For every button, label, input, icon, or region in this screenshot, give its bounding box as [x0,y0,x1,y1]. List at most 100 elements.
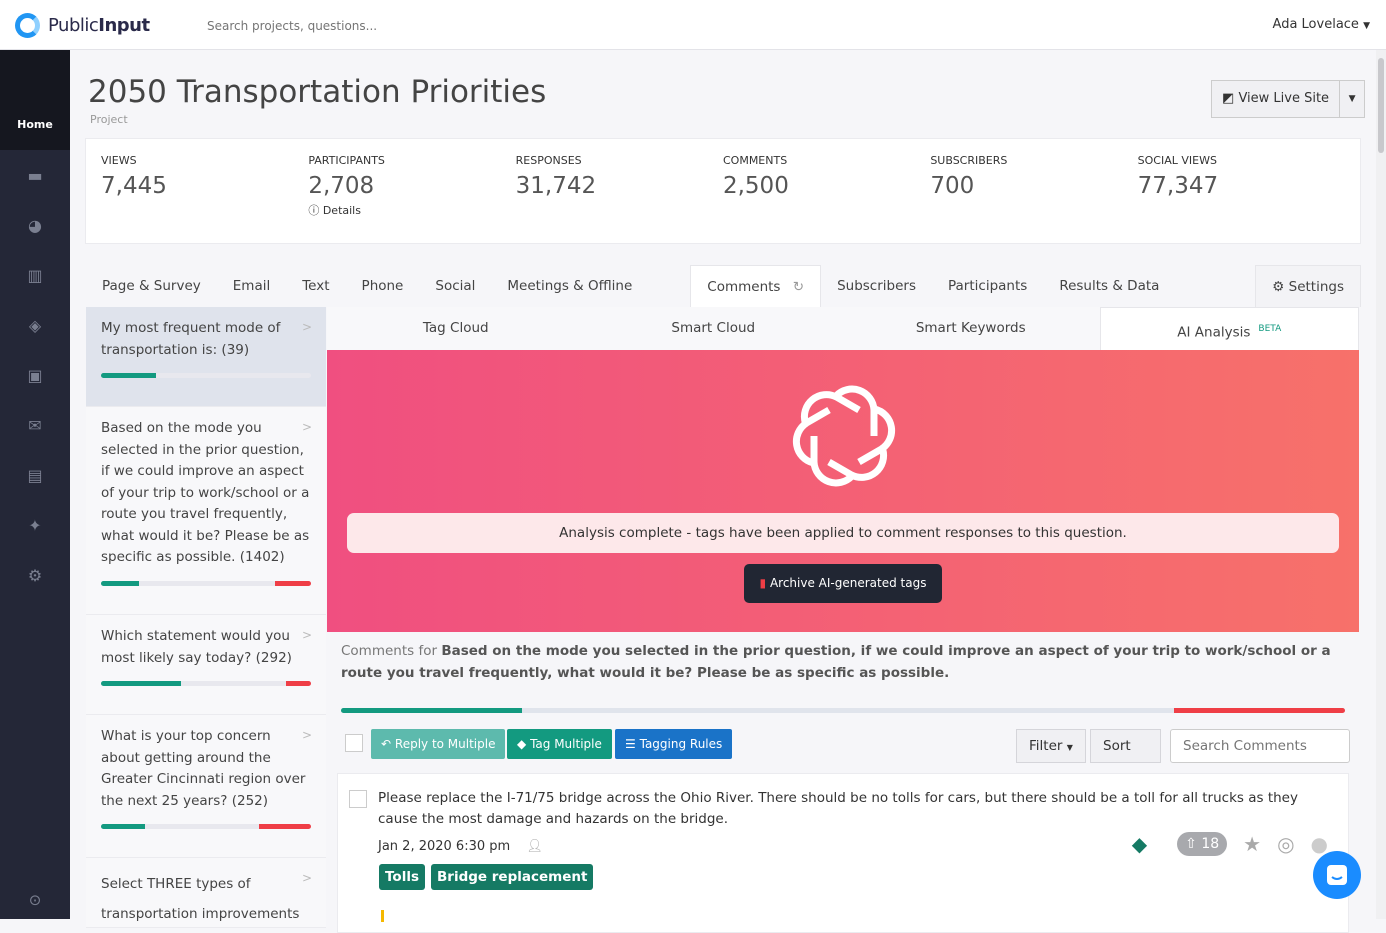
filter-dropdown[interactable]: Filter ▼ [1016,729,1086,763]
analysis-panel: Tag Cloud Smart Cloud Smart Keywords AI … [327,307,1359,933]
search-comments-input[interactable] [1170,729,1350,763]
brain-icon[interactable]: ● [1310,832,1328,856]
brand-bold: Input [98,15,150,36]
user-icon[interactable]: 👤︎ [526,839,543,854]
stat-label: Views [101,154,137,167]
stat-value: 7,445 [101,173,167,199]
arrow-up-icon: ⇧ [1185,836,1197,852]
calendar-icon[interactable]: ▬ [27,165,43,185]
main-tabs: Page & Survey Email Text Phone Social Me… [86,265,1361,307]
question-item[interactable]: > What is your top concern about getting … [86,715,326,858]
tab-tag-cloud[interactable]: Tag Cloud [422,320,489,336]
question-item[interactable]: > Select THREE types of transportation im… [86,858,326,928]
negative-fill [1174,708,1345,713]
logo[interactable]: PublicInput [15,13,150,38]
user-menu[interactable]: Ada Lovelace ▼ [1273,17,1370,32]
chat-launcher-button[interactable] [1313,851,1361,899]
chevron-right-icon: > [301,628,312,642]
ai-banner: Analysis complete - tags have been appli… [327,350,1359,632]
tab-social[interactable]: Social [435,278,476,294]
positive-fill [341,708,522,713]
refresh-icon[interactable]: ↻ [792,279,805,295]
stat-subscribers: Subscribers 700 [930,154,1137,228]
details-label: Details [322,204,361,217]
question-item[interactable]: > Which statement would you most likely s… [86,615,326,715]
file-chart-icon[interactable]: ◕ [28,215,42,235]
tab-label: Comments [707,279,781,295]
sparkles-icon[interactable]: ✦ [28,515,42,535]
upvote-badge[interactable]: ⇧ 18 [1177,832,1228,856]
chevron-right-icon: > [301,728,312,742]
comments-for-prefix: Comments for [341,643,442,659]
tab-smart-cloud[interactable]: Smart Cloud [671,320,756,336]
collapse-icon[interactable]: ⊙ [28,891,42,909]
gear-icon: ⚙ [1272,279,1285,295]
question-item[interactable]: > Based on the mode you selected in the p… [86,407,326,615]
positive-fill [101,373,156,378]
archive-label: Archive AI-generated tags [769,576,927,590]
stat-value: 31,742 [515,173,597,199]
tab-page-survey[interactable]: Page & Survey [102,278,201,294]
view-live-site-button[interactable]: ◩ View Live Site ▼ [1211,80,1366,118]
tags-icon[interactable]: ◆ [1131,832,1148,856]
reply-all-icon: ↶ [381,737,392,751]
contacts-icon[interactable]: ▣ [27,365,43,385]
chevron-right-icon: > [301,871,312,885]
stat-value: 2,708 [308,173,375,199]
comment-card: Please replace the I-71/75 bridge across… [337,773,1349,933]
tab-participants[interactable]: Participants [948,278,1028,294]
comment-actions: ◆ ⇧ 18 ★ ◎ ● [1132,832,1328,856]
tab-phone[interactable]: Phone [361,278,404,294]
tab-subscribers[interactable]: Subscribers [837,278,916,294]
stat-social-views: Social Views 77,347 [1138,154,1345,228]
vote-count: 18 [1201,836,1220,852]
user-name: Ada Lovelace [1272,17,1359,32]
global-search-input[interactable] [207,19,507,33]
cogs-icon[interactable]: ⚙ [27,565,43,585]
star-icon[interactable]: ★ [1243,832,1262,856]
tab-meetings[interactable]: Meetings & Offline [507,278,633,294]
top-header: PublicInput Ada Lovelace ▼ [0,0,1386,50]
details-link[interactable]: ⓘ Details [308,202,515,218]
stat-value: 77,347 [1137,173,1219,199]
tab-results[interactable]: Results & Data [1059,278,1160,294]
select-all-checkbox[interactable] [345,734,363,752]
mail-icon[interactable]: ✉ [28,415,42,435]
page-title: 2050 Transportation Priorities [88,74,547,110]
map-icon[interactable]: ▥ [27,265,43,285]
list-icon: ☰ [625,737,636,751]
sidebar-item-home[interactable]: Home [0,100,70,150]
eye-slash-icon[interactable]: ◎ [1277,832,1295,856]
tagging-rules-button[interactable]: ☰ Tagging Rules [615,729,733,759]
stat-label: Social Views [1137,154,1217,167]
tab-email[interactable]: Email [232,278,271,294]
comment-checkbox[interactable] [349,790,367,808]
reply-label: Reply to Multiple [394,737,496,751]
tab-smart-keywords[interactable]: Smart Keywords [915,320,1026,336]
view-live-label: View Live Site [1238,91,1330,106]
stats-card: Views 7,445 Participants 2,708 ⓘ Details Re… [85,138,1361,244]
tab-ai-analysis[interactable]: AI Analysis BETA [1099,307,1359,350]
tag-multiple-button[interactable]: ◆ Tag Multiple [507,729,612,759]
archive-tags-button[interactable]: ▮ Archive AI-generated tags [744,564,942,603]
rules-label: Tagging Rules [639,737,723,751]
external-link-icon: ◩ [1222,91,1235,106]
sentiment-bar [101,580,311,586]
share-icon[interactable]: ◈ [28,315,42,335]
image-icon[interactable]: ▤ [27,465,43,485]
question-item[interactable]: > My most frequent mode of transportation… [86,307,326,407]
stat-value: 700 [930,173,975,199]
comment-date: Jan 2, 2020 6:30 pm 👤︎ [378,839,543,854]
tab-text[interactable]: Text [302,278,330,294]
settings-button[interactable]: ⚙ Settings [1255,265,1361,307]
tag-badge[interactable]: Tolls [379,864,425,890]
dropdown-caret-icon[interactable]: ▼ [1348,94,1356,104]
question-text: Based on the mode you selected in the pr… [101,420,310,565]
filter-label: Filter [1029,738,1063,754]
question-text: My most frequent mode of transportation … [101,320,281,358]
page-scrollbar[interactable] [1376,50,1386,919]
tab-comments[interactable]: Comments ↻ [690,265,822,307]
reply-multiple-button[interactable]: ↶ Reply to Multiple [371,729,506,759]
tag-badge[interactable]: Bridge replacement [431,864,594,890]
sort-dropdown[interactable]: Sort ▼ [1090,729,1161,784]
